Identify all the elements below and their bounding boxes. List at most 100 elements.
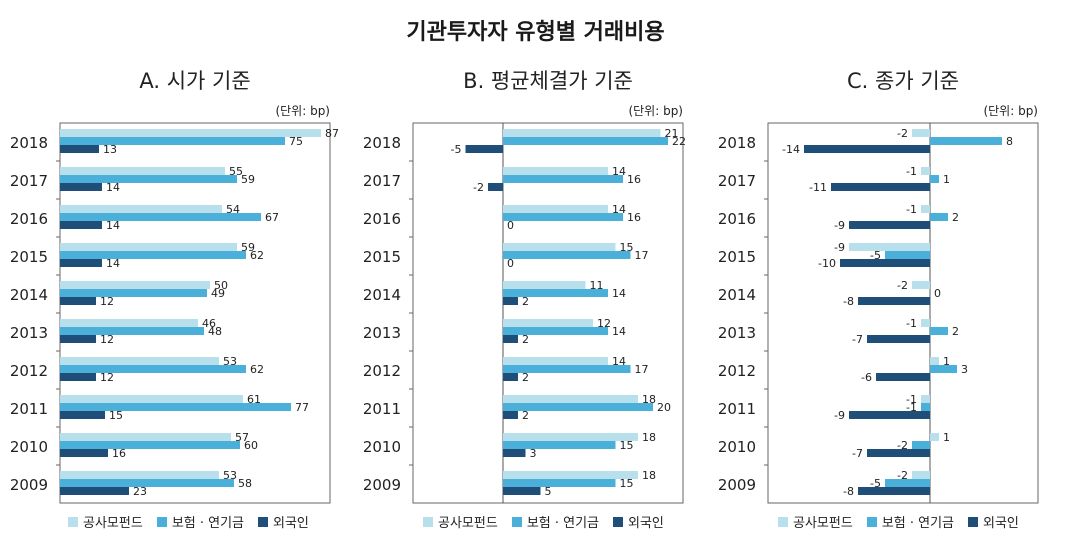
bar xyxy=(60,403,291,411)
data-label: 22 xyxy=(672,135,686,148)
category-label: 2018 xyxy=(363,134,401,152)
bar xyxy=(503,479,616,487)
category-label: 2014 xyxy=(363,286,401,304)
data-label: 17 xyxy=(635,249,649,262)
data-label: 18 xyxy=(642,431,656,444)
data-label: 67 xyxy=(265,211,279,224)
category-label: 2009 xyxy=(10,476,48,494)
figure-title: 기관투자자 유형별 거래비용 xyxy=(406,20,665,45)
data-label: -2 xyxy=(897,127,908,140)
category-label: 2016 xyxy=(363,210,401,228)
data-label: 55 xyxy=(229,165,243,178)
legend-label: 공사모펀드 xyxy=(793,516,853,531)
bar xyxy=(60,441,240,449)
bar xyxy=(60,449,108,457)
bar xyxy=(60,129,321,137)
panel-title: A. 시가 기준 xyxy=(139,69,250,93)
bar xyxy=(921,403,930,411)
bar xyxy=(503,403,653,411)
data-label: 58 xyxy=(238,477,252,490)
data-label: 12 xyxy=(100,333,114,346)
bar xyxy=(503,137,668,145)
bar xyxy=(503,319,593,327)
bar xyxy=(840,259,930,267)
data-label: -2 xyxy=(897,279,908,292)
data-label: 46 xyxy=(202,317,216,330)
legend-swatch xyxy=(156,516,167,527)
bar xyxy=(858,297,930,305)
legend-label: 외국인 xyxy=(983,516,1019,531)
bar xyxy=(60,471,219,479)
bar xyxy=(849,411,930,419)
category-label: 2014 xyxy=(718,286,756,304)
category-label: 2012 xyxy=(718,362,756,380)
data-label: 14 xyxy=(612,287,626,300)
unit-label: (단위: bp) xyxy=(628,104,683,118)
data-label: 14 xyxy=(106,257,120,270)
bar xyxy=(867,335,930,343)
data-label: 15 xyxy=(109,409,123,422)
legend-label: 공사모펀드 xyxy=(83,516,143,531)
data-label: 23 xyxy=(133,485,147,498)
legend-item: 공사모펀드 xyxy=(778,512,853,531)
data-label: 48 xyxy=(208,325,222,338)
data-label: 15 xyxy=(620,477,634,490)
data-label: 8 xyxy=(1006,135,1013,148)
data-label: 2 xyxy=(952,325,959,338)
data-label: -1 xyxy=(906,165,917,178)
data-label: -7 xyxy=(852,447,863,460)
bar xyxy=(60,205,222,213)
data-label: 62 xyxy=(250,363,264,376)
data-label: 5 xyxy=(545,485,552,498)
legend-item: 공사모펀드 xyxy=(68,512,143,531)
legend-swatch xyxy=(613,516,624,527)
data-label: 0 xyxy=(507,257,514,270)
data-label: 2 xyxy=(522,295,529,308)
data-label: 12 xyxy=(597,317,611,330)
bar xyxy=(503,471,638,479)
data-label: -10 xyxy=(818,257,836,270)
legend-label: 외국인 xyxy=(273,516,309,531)
legend-b: 공사모펀드 보험 · 연기금 외국인 xyxy=(423,512,678,531)
bar xyxy=(60,365,246,373)
data-label: -9 xyxy=(834,241,845,254)
bar xyxy=(885,479,930,487)
bar xyxy=(503,357,608,365)
data-label: -2 xyxy=(897,469,908,482)
data-label: -1 xyxy=(906,203,917,216)
category-label: 2010 xyxy=(363,438,401,456)
legend-swatch xyxy=(968,516,979,527)
bar xyxy=(849,221,930,229)
data-label: 1 xyxy=(943,355,950,368)
bar xyxy=(60,357,219,365)
bar xyxy=(503,373,518,381)
bar xyxy=(876,373,930,381)
category-label: 2011 xyxy=(363,400,401,418)
data-label: 62 xyxy=(250,249,264,262)
bar xyxy=(503,441,616,449)
data-label: 14 xyxy=(106,181,120,194)
bar xyxy=(503,251,631,259)
category-label: 2013 xyxy=(718,324,756,342)
data-label: 14 xyxy=(612,325,626,338)
bar xyxy=(921,205,930,213)
data-label: 60 xyxy=(244,439,258,452)
bar xyxy=(60,213,261,221)
bar xyxy=(912,471,930,479)
category-label: 2012 xyxy=(363,362,401,380)
category-label: 2016 xyxy=(718,210,756,228)
category-label: 2012 xyxy=(10,362,48,380)
legend-item: 보험 · 연기금 xyxy=(156,512,244,531)
data-label: -6 xyxy=(861,371,872,384)
data-label: 75 xyxy=(289,135,303,148)
bar xyxy=(465,145,503,153)
legend-label: 공사모펀드 xyxy=(438,516,498,531)
data-label: 12 xyxy=(100,295,114,308)
bar xyxy=(921,395,930,403)
data-label: 15 xyxy=(620,439,634,452)
category-label: 2018 xyxy=(718,134,756,152)
bar xyxy=(503,365,631,373)
category-label: 2017 xyxy=(363,172,401,190)
bar xyxy=(503,213,623,221)
data-label: 11 xyxy=(590,279,604,292)
